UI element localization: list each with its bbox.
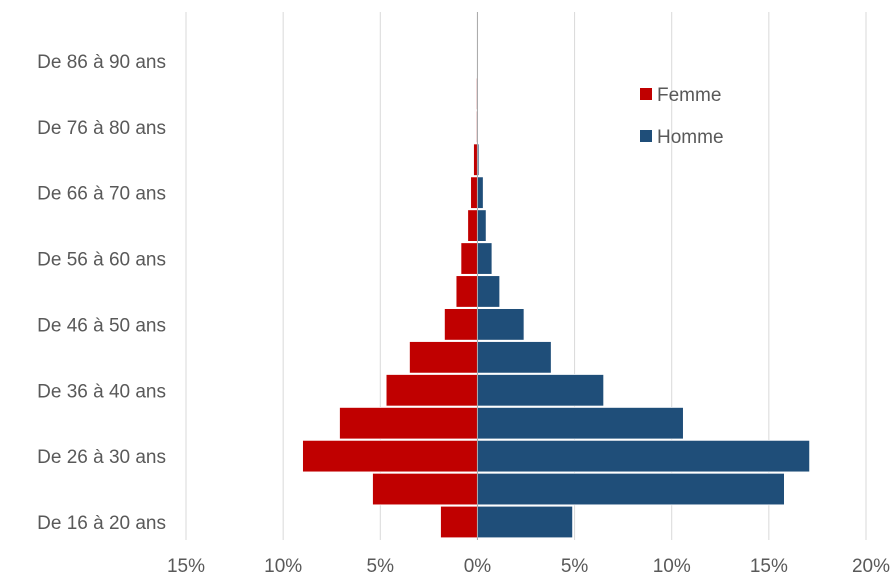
bars [302,11,811,539]
y-tick-label-1: De 26 à 30 ans [37,447,166,468]
x-tick-label-6: 15% [750,556,788,576]
bar-homme-6 [477,308,525,341]
y-tick-label-7: De 86 à 90 ans [37,52,166,73]
bar-homme-9 [477,209,487,242]
x-tick-label-0: 15% [167,556,205,576]
x-tick-label-4: 5% [561,556,589,576]
legend-label-homme: Homme [657,127,724,148]
bar-femme-6 [443,308,478,341]
legend-label-femme: Femme [657,85,721,106]
bar-homme-1 [477,472,785,506]
bar-femme-5 [409,341,478,374]
y-axis-labels: De 16 à 20 ans De 26 à 30 ans De 36 à 40 a… [37,52,166,534]
y-tick-label-4: De 56 à 60 ans [37,250,166,271]
bar-homme-2 [477,439,811,473]
bar-homme-0 [477,505,574,539]
x-tick-label-1: 10% [264,556,302,576]
bar-homme-7 [477,275,501,308]
x-tick-label-2: 5% [367,556,395,576]
bar-femme-0 [440,505,478,539]
x-tick-label-5: 10% [653,556,691,576]
bar-femme-4 [385,374,478,407]
bar-homme-3 [477,406,684,440]
bar-femme-7 [455,275,478,308]
y-tick-label-6: De 76 à 80 ans [37,118,166,139]
legend-swatch-homme [640,130,652,142]
bar-homme-10 [477,176,484,209]
y-tick-label-3: De 46 à 50 ans [37,315,166,336]
bar-femme-1 [372,472,478,506]
gridlines [185,12,867,540]
bar-femme-10 [470,176,478,209]
legend-swatch-femme [640,88,652,100]
bar-femme-11 [473,143,478,176]
y-tick-label-2: De 36 à 40 ans [37,381,166,402]
x-axis-labels: 15% 10% 5% 0% 5% 10% 15% 20% [167,556,890,577]
bar-homme-4 [477,374,605,407]
y-tick-label-5: De 66 à 70 ans [37,184,166,205]
bar-femme-2 [302,439,478,473]
legend: Femme Homme [640,85,724,148]
x-tick-label-7: 20% [852,556,890,576]
bar-femme-8 [460,242,478,275]
y-tick-label-0: De 16 à 20 ans [37,513,166,534]
bar-femme-9 [467,209,478,242]
x-tick-label-3: 0% [464,556,492,576]
bar-homme-8 [477,242,493,275]
bar-femme-3 [339,406,478,440]
bar-homme-5 [477,341,552,374]
